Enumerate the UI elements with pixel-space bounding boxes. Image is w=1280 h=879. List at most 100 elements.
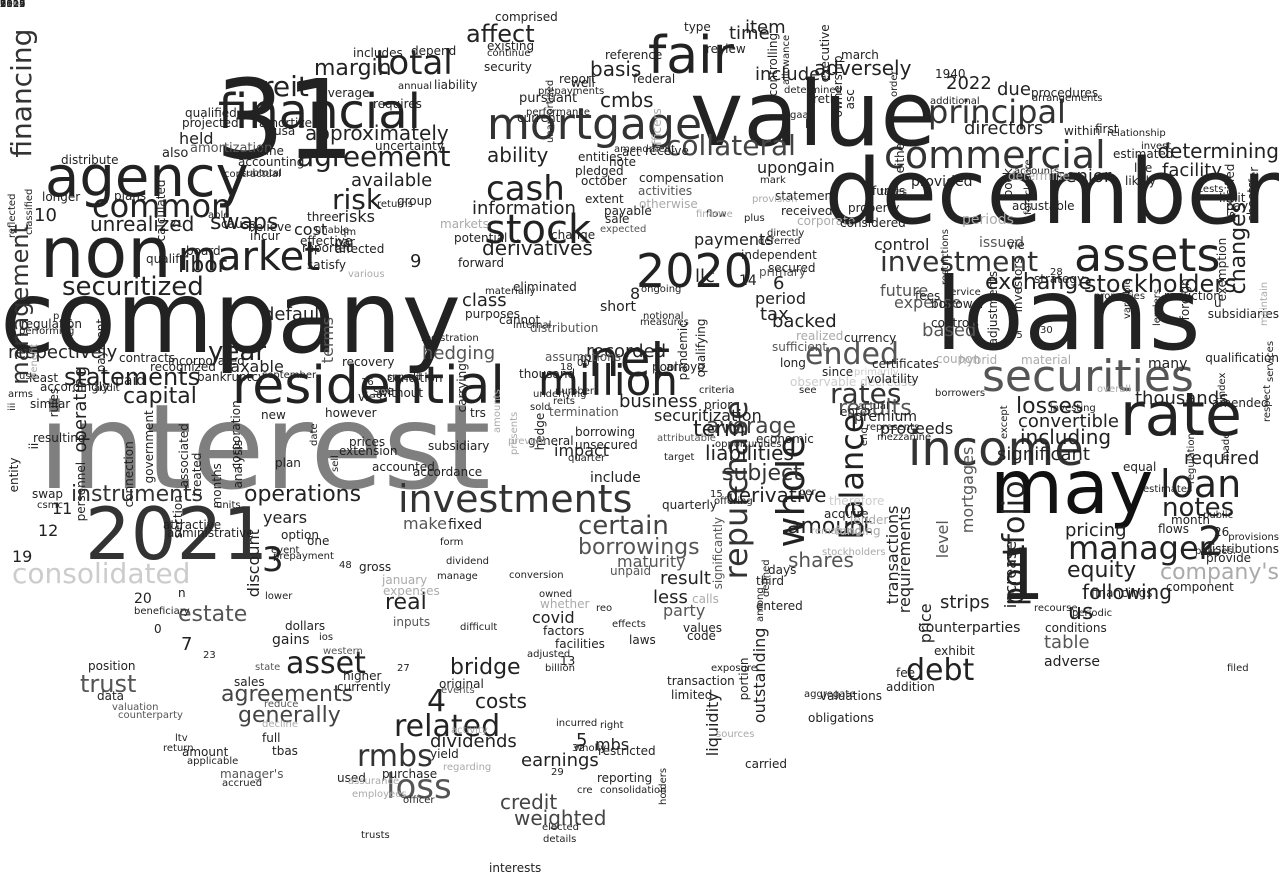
cloud-word: owned	[539, 589, 573, 600]
cloud-word: 7	[181, 634, 193, 655]
cloud-word: cannot	[499, 313, 541, 327]
cloud-word: determine	[1008, 169, 1070, 183]
cloud-word: adjustable	[1012, 199, 1075, 213]
cloud-word: taxes	[880, 187, 908, 198]
cloud-word: life	[1134, 161, 1153, 175]
cloud-word: 5	[576, 730, 588, 751]
cloud-word: libor	[178, 253, 227, 278]
cloud-word: full	[262, 731, 281, 745]
cloud-word: covid	[532, 608, 575, 627]
cloud-word: distribution	[530, 321, 599, 335]
cloud-word: interest	[38, 378, 491, 516]
cloud-word: government	[142, 410, 156, 484]
cloud-word: market	[178, 234, 320, 280]
cloud-word: control	[874, 235, 930, 254]
cloud-word: original	[439, 677, 484, 691]
cloud-word: default	[263, 304, 327, 325]
cloud-word: debt	[906, 653, 975, 688]
cloud-word: long	[780, 356, 806, 370]
cloud-word: reference	[605, 48, 663, 62]
cloud-word: comprised	[495, 10, 558, 24]
cloud-word: capital	[123, 384, 197, 409]
cloud-word: 2025	[0, 0, 26, 10]
cloud-word: 100	[0, 0, 20, 10]
cloud-word: par	[335, 235, 355, 249]
cloud-word: recourse	[1034, 603, 1078, 614]
cloud-word: conditions	[1045, 621, 1107, 635]
cloud-word: secured	[768, 261, 816, 275]
cloud-word: resulting	[33, 431, 86, 445]
cloud-word: potential	[454, 231, 508, 245]
cloud-word: markets	[440, 217, 489, 231]
cloud-word: stock	[485, 207, 592, 253]
cloud-word: fixed	[448, 517, 483, 533]
cloud-word: target	[664, 452, 695, 463]
cloud-word: basis	[590, 57, 642, 81]
cloud-word: p	[53, 311, 60, 322]
cloud-word: qualify	[146, 252, 187, 266]
cloud-word: strips	[940, 592, 990, 613]
cloud-word: strategy	[1034, 272, 1085, 286]
cloud-word: adjusted	[527, 649, 571, 660]
cloud-word: expected	[600, 224, 647, 235]
cloud-word: note	[609, 155, 637, 169]
cloud-word: forward	[458, 256, 505, 270]
cloud-word: results	[838, 396, 912, 421]
cloud-word: significantly	[711, 516, 725, 590]
cloud-word: agreements	[221, 682, 354, 707]
cloud-word: termination	[549, 405, 619, 419]
cloud-word: derivatives	[482, 236, 593, 260]
cloud-word: c	[65, 315, 73, 331]
cloud-word: january	[382, 573, 428, 587]
cloud-word: foreclosure	[1023, 159, 1034, 215]
cloud-word: mark	[760, 175, 786, 186]
cloud-word: aggregate	[804, 689, 856, 700]
cloud-word: 00	[577, 358, 590, 369]
cloud-word: derivative	[726, 483, 827, 507]
cloud-word: determining	[1157, 139, 1279, 163]
cloud-word: llc	[695, 266, 715, 287]
cloud-word: consolidation	[600, 785, 667, 796]
cloud-word: 31	[215, 56, 355, 184]
cloud-word: benefit	[29, 343, 40, 379]
cloud-word: eliminated	[513, 280, 577, 294]
cloud-word: activity	[451, 725, 488, 736]
cloud-word: future	[880, 281, 929, 300]
cloud-word: term	[693, 417, 746, 442]
cloud-word: exchange	[985, 270, 1092, 295]
cloud-word: estate	[178, 602, 248, 627]
cloud-word: western	[323, 646, 363, 657]
cloud-word: units	[216, 500, 241, 511]
cloud-word: iii	[7, 402, 18, 411]
cloud-word: loss	[386, 767, 452, 807]
cloud-word: counterparty	[118, 710, 183, 721]
cloud-word: higher	[343, 669, 382, 683]
cloud-word: whether	[540, 597, 590, 611]
cloud-word: amortization	[190, 141, 273, 156]
cloud-word: amount	[182, 745, 229, 759]
cloud-word: sheets	[1245, 181, 1259, 222]
cloud-word: subsidiary	[428, 439, 490, 453]
cloud-word: periodic	[1072, 608, 1113, 619]
cloud-word: incurred	[556, 718, 598, 729]
cloud-word: lower	[265, 591, 293, 602]
cloud-word: three	[307, 210, 339, 224]
cloud-word: dividends	[430, 731, 517, 752]
cloud-word: us	[1068, 600, 1094, 625]
cloud-word: bridge	[450, 655, 521, 680]
cloud-word: purposes	[465, 307, 521, 321]
cloud-word: notional	[643, 311, 684, 322]
cloud-word: securitization	[654, 406, 762, 425]
cloud-word: realized	[796, 329, 844, 343]
cloud-word: annual	[398, 81, 433, 92]
cloud-word: remaining	[811, 526, 862, 537]
cloud-word: years	[263, 508, 308, 527]
cloud-word: lender	[850, 513, 889, 527]
cloud-word: k	[805, 117, 812, 131]
cloud-word: maintain	[1259, 281, 1270, 326]
cloud-word: general	[528, 434, 574, 448]
cloud-word: received	[781, 204, 833, 218]
cloud-word: likely	[1125, 174, 1157, 188]
cloud-word: asc	[843, 89, 857, 110]
cloud-word: hedging	[422, 343, 496, 364]
